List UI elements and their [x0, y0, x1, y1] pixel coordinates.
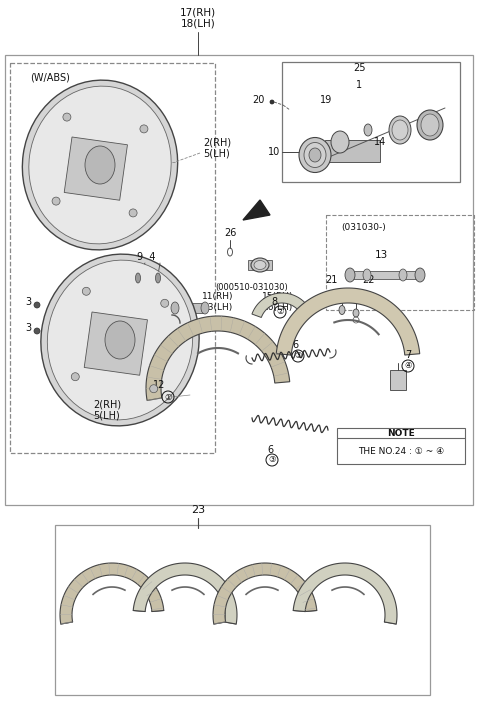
Ellipse shape	[171, 302, 179, 314]
Ellipse shape	[34, 328, 40, 334]
Bar	[248, 260, 272, 270]
Polygon shape	[133, 563, 237, 624]
Text: 3: 3	[25, 297, 31, 307]
Text: 20: 20	[252, 95, 265, 105]
Text: 10: 10	[268, 147, 280, 157]
Ellipse shape	[48, 260, 192, 420]
Ellipse shape	[105, 321, 135, 359]
Text: ③: ③	[268, 456, 276, 464]
Text: 11(RH)
13(LH): 11(RH) 13(LH)	[202, 293, 234, 312]
Text: 2(RH)
5(LH): 2(RH) 5(LH)	[93, 399, 121, 421]
Ellipse shape	[345, 268, 355, 282]
Bar	[326, 215, 474, 310]
Text: 2(RH)
5(LH): 2(RH) 5(LH)	[203, 137, 231, 159]
Polygon shape	[252, 293, 312, 317]
Bar	[175, 303, 205, 313]
Text: (031030-): (031030-)	[341, 223, 386, 232]
Polygon shape	[146, 316, 290, 400]
Polygon shape	[243, 200, 270, 220]
Ellipse shape	[331, 131, 349, 153]
Polygon shape	[276, 288, 420, 355]
Text: 8: 8	[272, 297, 278, 307]
Text: 15(RH)
16(LH): 15(RH) 16(LH)	[262, 293, 294, 312]
Ellipse shape	[417, 110, 443, 140]
Text: NOTE: NOTE	[387, 429, 415, 437]
Bar	[350, 271, 420, 279]
Ellipse shape	[71, 373, 79, 381]
Polygon shape	[60, 563, 164, 624]
Ellipse shape	[339, 305, 345, 315]
Text: ①: ①	[164, 393, 172, 401]
Ellipse shape	[23, 80, 178, 250]
Text: 13: 13	[374, 250, 388, 260]
Text: 14: 14	[374, 137, 386, 147]
Ellipse shape	[135, 273, 141, 283]
Ellipse shape	[399, 269, 407, 281]
Ellipse shape	[353, 309, 359, 317]
Text: 6: 6	[292, 340, 298, 350]
Ellipse shape	[251, 258, 269, 272]
Ellipse shape	[389, 116, 411, 144]
Ellipse shape	[161, 300, 169, 307]
Ellipse shape	[63, 113, 71, 121]
Text: 19: 19	[320, 95, 332, 105]
Text: 23: 23	[191, 505, 205, 515]
Bar	[84, 312, 147, 376]
Bar	[10, 63, 215, 453]
Ellipse shape	[415, 268, 425, 282]
Text: 12: 12	[153, 380, 165, 390]
Text: 21: 21	[325, 275, 338, 285]
Text: 22: 22	[362, 275, 374, 285]
Bar	[55, 525, 430, 695]
Bar	[390, 370, 406, 390]
Polygon shape	[213, 563, 317, 624]
Text: 1: 1	[356, 80, 362, 90]
Text: ②: ②	[276, 307, 284, 317]
Ellipse shape	[129, 209, 137, 217]
Bar	[64, 137, 128, 200]
Text: THE NO.24 : ① ~ ④: THE NO.24 : ① ~ ④	[358, 447, 444, 457]
Ellipse shape	[34, 302, 40, 308]
Ellipse shape	[52, 197, 60, 205]
Bar	[337, 428, 465, 464]
Ellipse shape	[270, 100, 274, 104]
Text: 17(RH)
18(LH): 17(RH) 18(LH)	[180, 7, 216, 29]
Text: 3: 3	[25, 323, 31, 333]
Ellipse shape	[254, 261, 266, 270]
Ellipse shape	[201, 302, 209, 314]
Ellipse shape	[82, 288, 90, 295]
Ellipse shape	[363, 269, 371, 281]
Text: 7: 7	[405, 350, 411, 360]
Ellipse shape	[150, 385, 158, 393]
Ellipse shape	[156, 273, 160, 283]
Text: ③: ③	[294, 351, 302, 361]
Text: (000510-031030): (000510-031030)	[216, 283, 288, 292]
Ellipse shape	[41, 254, 199, 426]
Text: (W/ABS): (W/ABS)	[30, 73, 70, 83]
Text: 26: 26	[224, 228, 236, 238]
Text: ④: ④	[404, 361, 412, 371]
Polygon shape	[293, 563, 397, 624]
Ellipse shape	[364, 124, 372, 136]
Ellipse shape	[299, 138, 331, 173]
Ellipse shape	[304, 143, 326, 168]
Ellipse shape	[309, 148, 321, 162]
Text: 25: 25	[353, 63, 365, 73]
Ellipse shape	[392, 120, 408, 140]
Text: 9  4: 9 4	[137, 252, 156, 262]
Text: 6: 6	[267, 445, 273, 455]
Ellipse shape	[140, 125, 148, 133]
Ellipse shape	[85, 146, 115, 184]
Bar	[5, 55, 473, 505]
Ellipse shape	[421, 114, 439, 136]
Bar	[282, 62, 460, 182]
Bar	[325, 140, 380, 162]
Ellipse shape	[29, 86, 171, 244]
